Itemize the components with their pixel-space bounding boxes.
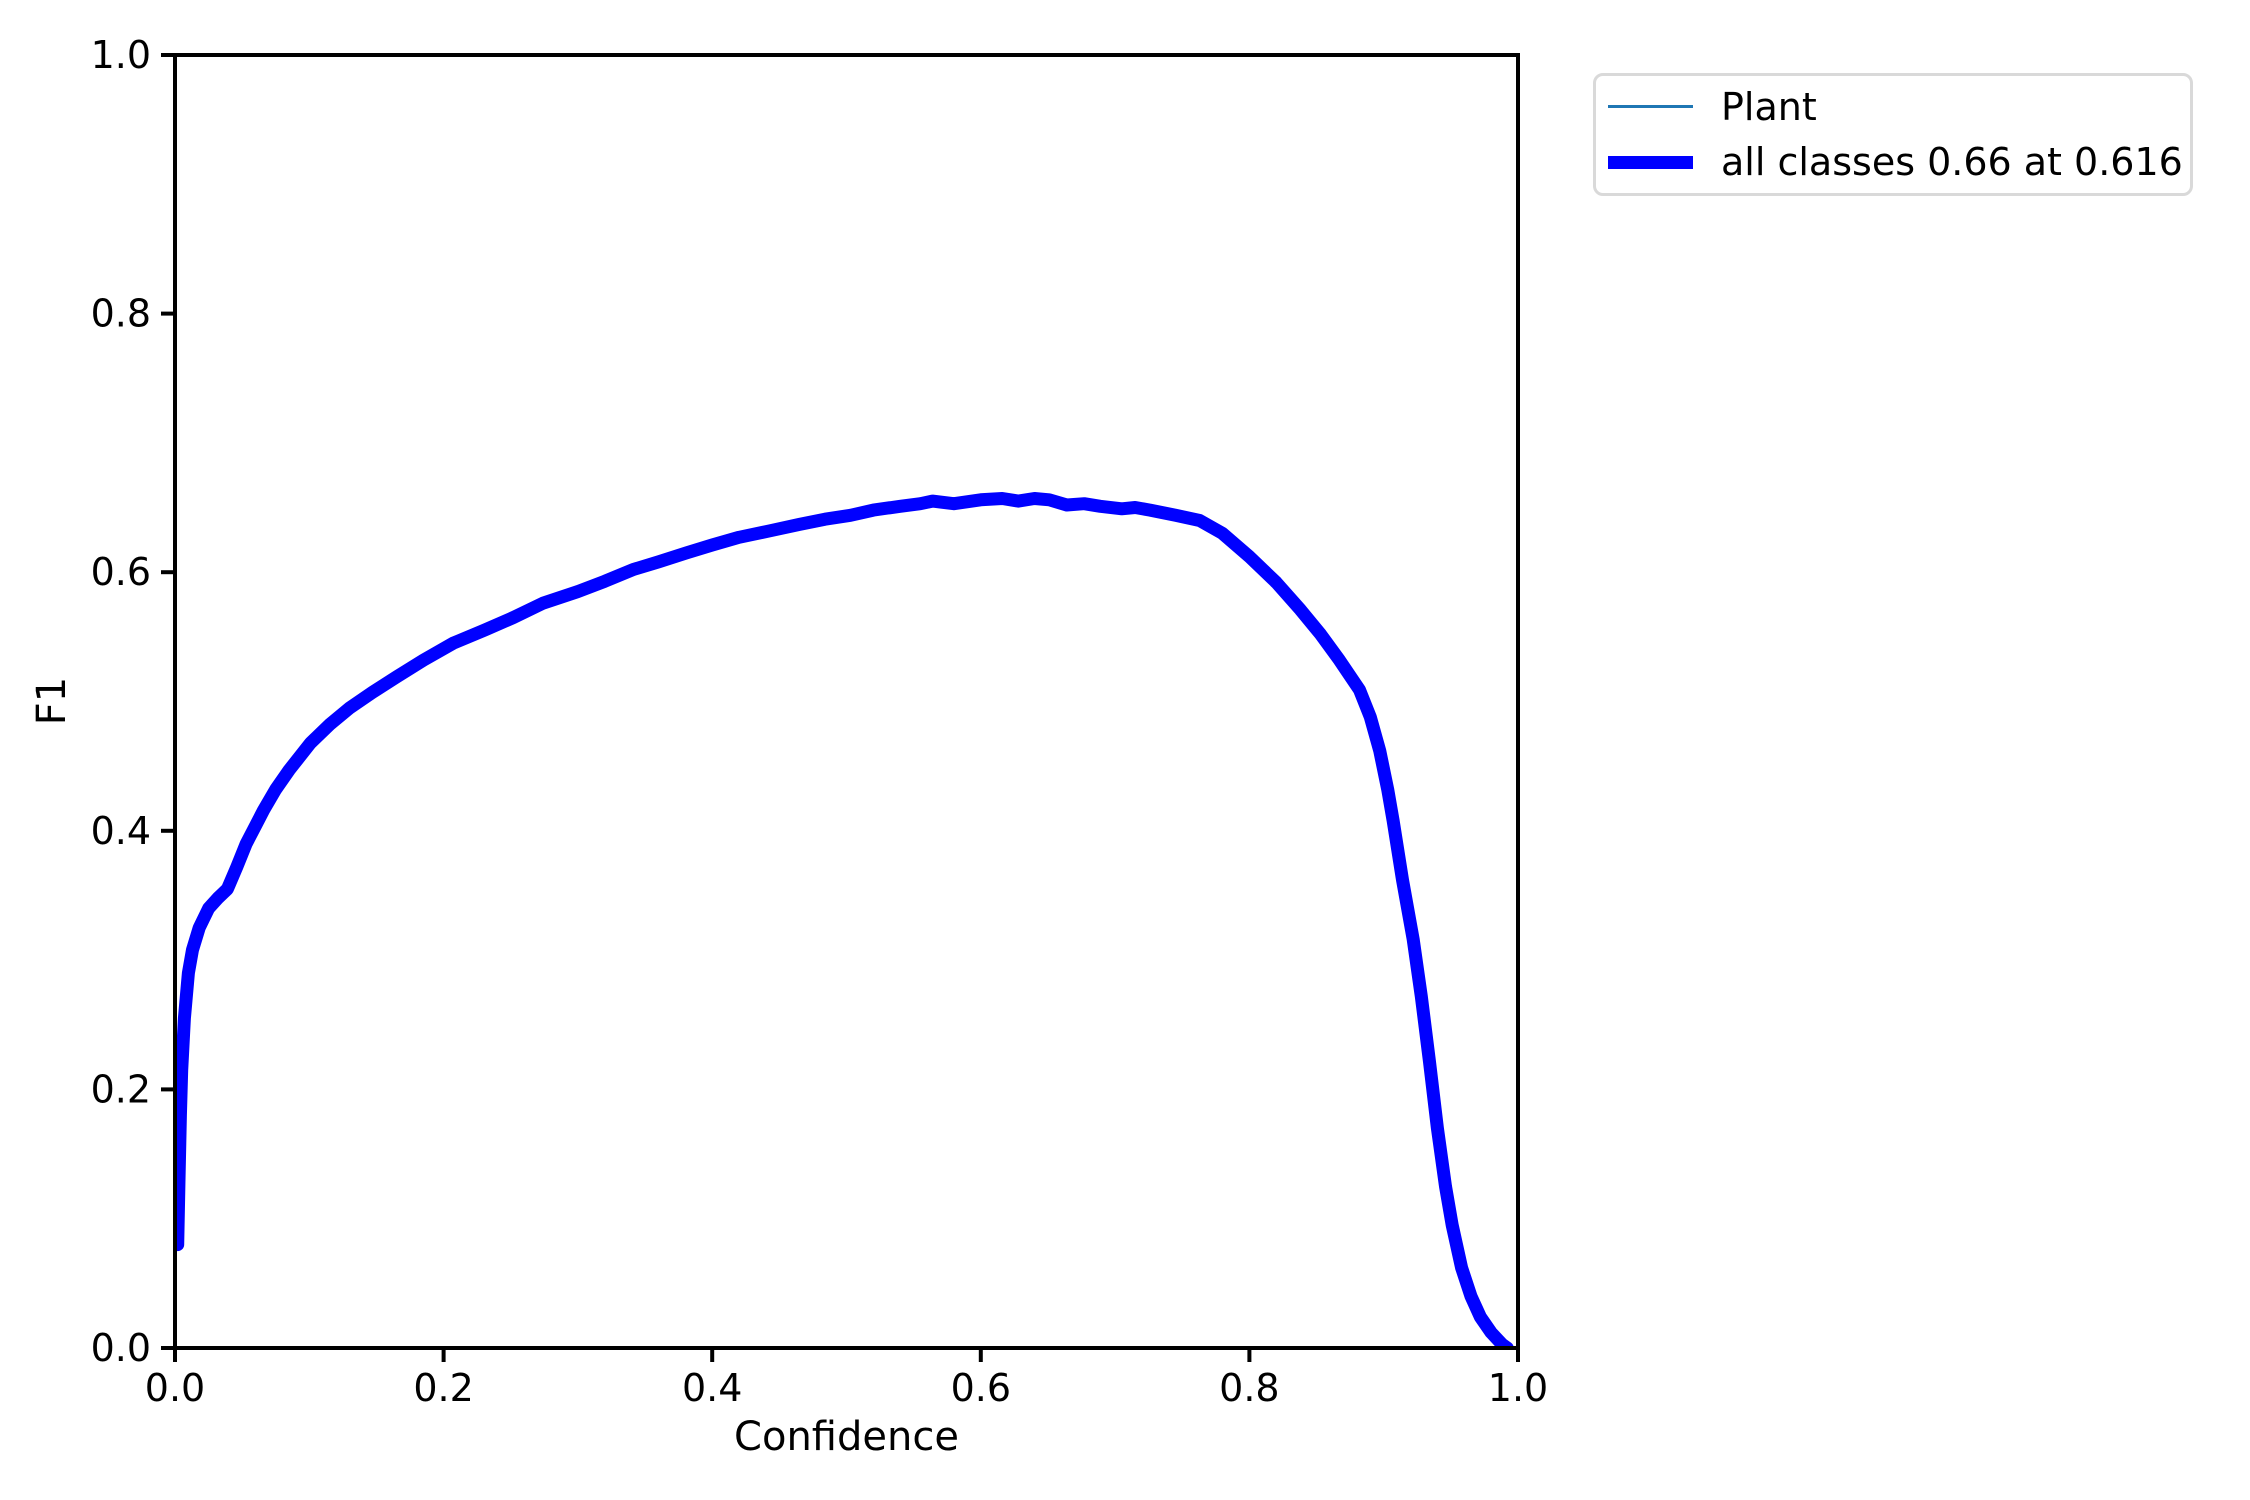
plot-border: [173, 53, 1520, 1350]
x-tick-label: 0.2: [413, 1366, 474, 1410]
legend-label-all-classes: all classes 0.66 at 0.616: [1721, 140, 2183, 185]
x-tick-labels: 0.0 0.2 0.4 0.6 0.8 1.0: [0, 1366, 2250, 1416]
legend-entry-plant: Plant: [1596, 80, 2190, 134]
x-tick-label: 0.8: [1219, 1366, 1280, 1410]
y-tick-label: 0.6: [91, 550, 151, 594]
legend-line-plant-icon: [1608, 105, 1693, 109]
x-tick-label: 0.4: [681, 1366, 743, 1410]
x-tick-label: 1.0: [1487, 1366, 1549, 1410]
y-axis-label: F1: [29, 677, 75, 725]
x-tick-label: 0.0: [144, 1366, 206, 1410]
y-tick-label: 0.2: [91, 1067, 151, 1111]
legend: Plant all classes 0.66 at 0.616: [1593, 73, 2193, 196]
y-tick-label: 1.0: [91, 33, 151, 77]
x-axis-label: Confidence: [734, 1414, 959, 1460]
legend-label-plant: Plant: [1721, 84, 1817, 129]
legend-line-all-classes-icon: [1608, 155, 1693, 169]
y-tick-label: 0.4: [91, 809, 151, 853]
curve-all-classes: [175, 492, 1514, 1348]
y-tick-label: 0.8: [91, 292, 151, 336]
y-tick-label: 0.0: [91, 1326, 151, 1370]
legend-entry-all-classes: all classes 0.66 at 0.616: [1596, 135, 2190, 189]
x-tick-label: 0.6: [950, 1366, 1012, 1410]
